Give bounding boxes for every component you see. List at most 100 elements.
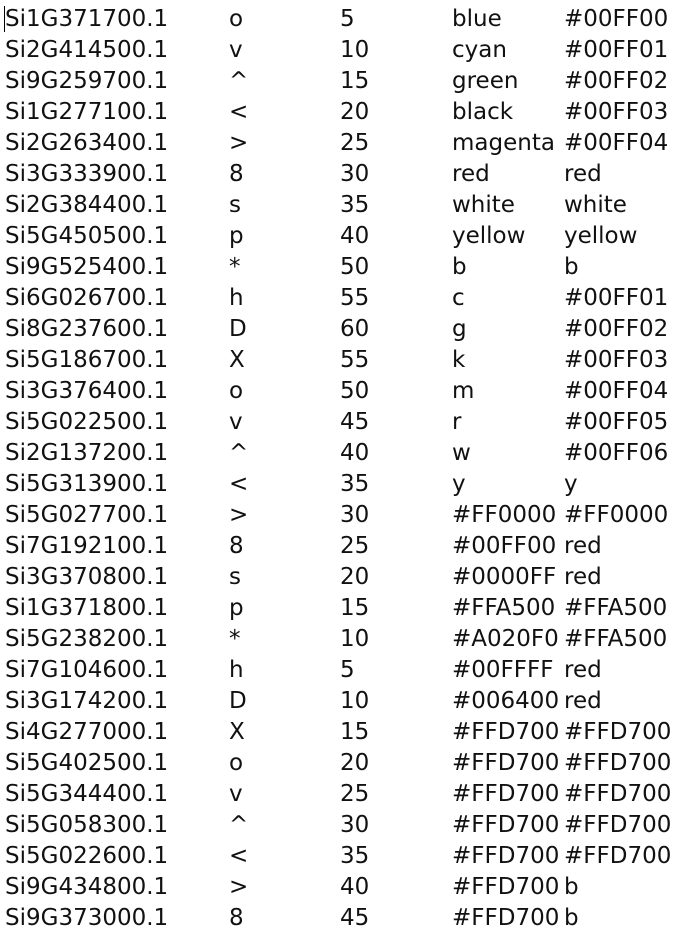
size-cell: 20	[340, 564, 370, 590]
color-cell: #FFD700	[452, 781, 560, 807]
text-line: Si5G022600.1 <35 #FFD700 #FFD700	[0, 841, 694, 872]
edge-color-cell: #00FF00	[564, 6, 669, 32]
gene-id-cell: Si9G373000.1	[5, 905, 169, 931]
marker-cell: o	[229, 750, 244, 776]
gene-id-cell: Si5G344400.1	[5, 781, 169, 807]
color-cell: k	[452, 347, 466, 373]
edge-color-cell: red	[564, 161, 602, 187]
marker-cell: D	[229, 688, 247, 714]
marker-cell: v	[229, 409, 243, 435]
size-cell: 50	[340, 378, 370, 404]
size-cell: 40	[340, 440, 370, 466]
edge-color-cell: #00FF03	[564, 347, 669, 373]
size-cell: 55	[340, 285, 370, 311]
marker-cell: >	[229, 130, 249, 156]
marker-cell: <	[229, 471, 249, 497]
edge-color-cell: yellow	[564, 223, 638, 249]
text-line: Si3G174200.1 D 10 #006400 red	[0, 686, 694, 717]
marker-cell: <	[229, 843, 249, 869]
size-cell: 10	[340, 688, 370, 714]
size-cell: 5	[340, 6, 355, 32]
gene-id-cell: Si5G058300.1	[5, 812, 169, 838]
color-cell: #A020F0	[452, 626, 559, 652]
gene-id-cell: Si7G192100.1	[5, 533, 169, 559]
edge-color-cell: #FFA500	[564, 595, 668, 621]
edge-color-cell: #FFD700	[564, 719, 672, 745]
color-cell: green	[452, 68, 519, 94]
gene-id-cell: Si5G027700.1	[5, 502, 169, 528]
gene-id-cell: Si5G402500.1	[5, 750, 169, 776]
size-cell: 50	[340, 254, 370, 280]
marker-cell: p	[229, 595, 244, 621]
gene-id-cell: Si5G450500.1	[5, 223, 169, 249]
color-cell: #FFD700	[452, 905, 560, 931]
size-cell: 40	[340, 223, 370, 249]
edge-color-cell: #00FF03	[564, 99, 669, 125]
color-cell: #FFD700	[452, 812, 560, 838]
edge-color-cell: red	[564, 688, 602, 714]
marker-cell: ^	[229, 68, 249, 94]
text-line: Si2G137200.1 ^ 40 w #00FF06	[0, 438, 694, 469]
gene-id-cell: Si6G026700.1	[5, 285, 169, 311]
color-cell: g	[452, 316, 467, 342]
gene-id-cell: Si5G022500.1	[5, 409, 169, 435]
size-cell: 10	[340, 626, 370, 652]
text-line: Si4G277000.1 X 15 #FFD700 #FFD700	[0, 717, 694, 748]
edge-color-cell: y	[564, 471, 578, 497]
size-cell: 25	[340, 533, 370, 559]
text-line: Si2G414500.1 v 10 cyan #00FF01	[0, 35, 694, 66]
marker-cell: 8	[229, 905, 244, 931]
color-cell: w	[452, 440, 471, 466]
color-cell: red	[452, 161, 490, 187]
gene-id-cell: Si5G022600.1	[5, 843, 169, 869]
size-cell: 15	[340, 68, 370, 94]
edge-color-cell: #FFA500	[564, 626, 668, 652]
gene-id-cell: Si8G237600.1	[5, 316, 169, 342]
edge-color-cell: #00FF01	[564, 37, 669, 63]
color-cell: yellow	[452, 223, 526, 249]
edge-color-cell: #00FF06	[564, 440, 669, 466]
marker-cell: *	[229, 254, 241, 280]
color-cell: #00FF00	[452, 533, 557, 559]
color-cell: #FFD700	[452, 843, 560, 869]
marker-cell: >	[229, 874, 249, 900]
gene-id-cell: Si2G414500.1	[5, 37, 169, 63]
gene-id-cell: Si1G371800.1	[5, 595, 169, 621]
edge-color-cell: b	[564, 874, 579, 900]
edge-color-cell: #FFD700	[564, 812, 672, 838]
text-line: Si5G022500.1 v 45 r #00FF05	[0, 407, 694, 438]
color-cell: #FFD700	[452, 750, 560, 776]
color-cell: white	[452, 192, 515, 218]
color-cell: b	[452, 254, 467, 280]
gene-id-cell: Si3G333900.1	[5, 161, 169, 187]
marker-cell: >	[229, 502, 249, 528]
marker-cell: h	[229, 285, 244, 311]
text-line: Si5G450500.1 p 40 yellow yellow	[0, 221, 694, 252]
edge-color-cell: #00FF04	[564, 130, 669, 156]
marker-cell: s	[229, 564, 241, 590]
text-line: Si8G237600.1 D 60 g #00FF02	[0, 314, 694, 345]
gene-id-cell: Si1G277100.1	[5, 99, 169, 125]
color-cell: cyan	[452, 37, 507, 63]
text-line: Si5G313900.1 <35 y y	[0, 469, 694, 500]
gene-id-cell: Si4G277000.1	[5, 719, 169, 745]
text-line: Si3G376400.1 o 50 m #00FF04	[0, 376, 694, 407]
text-line: Si3G333900.1 8 30 red red	[0, 159, 694, 190]
marker-cell: v	[229, 781, 243, 807]
text-line: Si1G277100.1 <20 black #00FF03	[0, 97, 694, 128]
color-cell: #006400	[452, 688, 560, 714]
marker-cell: ^	[229, 812, 249, 838]
marker-cell: h	[229, 657, 244, 683]
edge-color-cell: #00FF01	[564, 285, 669, 311]
text-line: Si6G026700.1 h 55 c #00FF01	[0, 283, 694, 314]
color-cell: m	[452, 378, 475, 404]
size-cell: 30	[340, 161, 370, 187]
color-cell: #FFA500	[452, 595, 556, 621]
size-cell: 15	[340, 719, 370, 745]
size-cell: 45	[340, 409, 370, 435]
size-cell: 30	[340, 812, 370, 838]
edge-color-cell: #00FF05	[564, 409, 669, 435]
text-line: Si5G027700.1 >30 #FF0000 #FF0000	[0, 500, 694, 531]
marker-cell: D	[229, 316, 247, 342]
